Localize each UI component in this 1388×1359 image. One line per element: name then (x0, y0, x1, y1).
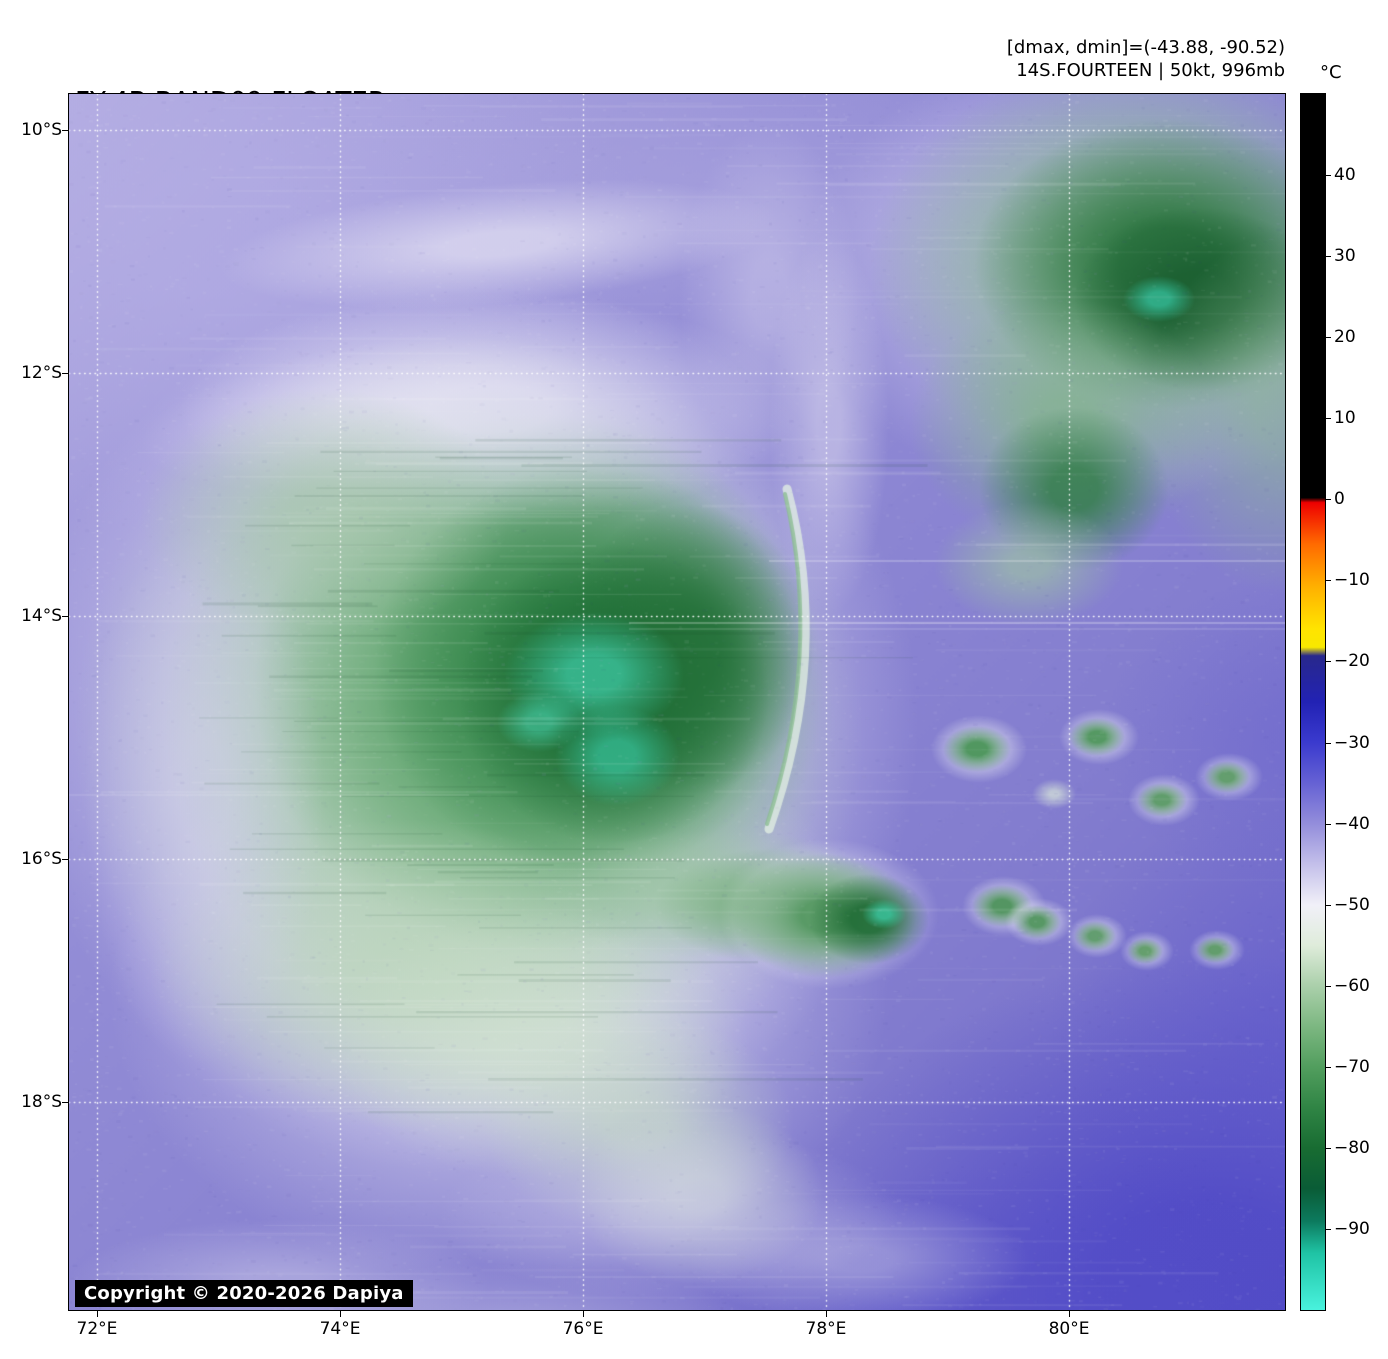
lon-tickmark (340, 1311, 342, 1317)
colorbar-tickmark (1326, 985, 1331, 987)
colorbar-tickmark (1326, 742, 1331, 744)
colorbar-unit-label: °C (1320, 62, 1342, 83)
lon-tick-label: 80°E (1048, 1319, 1090, 1339)
lon-tickmark (825, 1311, 827, 1317)
colorbar-tick-label: −80 (1334, 1137, 1370, 1158)
colorbar-gradient (1301, 94, 1325, 1310)
satellite-imagery-canvas (69, 94, 1285, 1310)
lat-tick-label: 16°S (21, 848, 62, 869)
lat-tick-label: 10°S (21, 119, 62, 140)
lat-tickmark (62, 616, 68, 618)
storm-info: 14S.FOURTEEN | 50kt, 996mb (1016, 60, 1285, 81)
colorbar-tick-label: −20 (1334, 651, 1370, 672)
colorbar-tick-label: 0 (1334, 489, 1345, 510)
colorbar-tickmark (1326, 256, 1331, 258)
colorbar-tick-label: −70 (1334, 1056, 1370, 1077)
colorbar-tickmark (1326, 337, 1331, 339)
colorbar (1300, 93, 1326, 1311)
colorbar-tick-label: 40 (1334, 165, 1356, 186)
info-block: [dmax, dmin]=(-43.88, -90.52) 14S.FOURTE… (1007, 36, 1285, 82)
lon-tick-label: 74°E (319, 1319, 361, 1339)
lat-tick-label: 12°S (21, 362, 62, 383)
colorbar-tickmark (1326, 1147, 1331, 1149)
lat-tickmark (62, 129, 68, 131)
satellite-map: Copyright © 2020-2026 Dapiya (68, 93, 1286, 1311)
colorbar-tickmark (1326, 418, 1331, 420)
lat-tickmark (62, 858, 68, 860)
lon-tick-label: 76°E (562, 1319, 604, 1339)
colorbar-tick-label: −40 (1334, 813, 1370, 834)
lat-tickmark (62, 372, 68, 374)
colorbar-tickmark (1326, 580, 1331, 582)
colorbar-tick-label: −50 (1334, 894, 1370, 915)
colorbar-tick-label: −10 (1334, 570, 1370, 591)
dmax-dmin-readout: [dmax, dmin]=(-43.88, -90.52) (1006, 37, 1285, 58)
lon-tickmark (96, 1311, 98, 1317)
colorbar-tick-label: −60 (1334, 975, 1370, 996)
colorbar-tickmark (1326, 499, 1331, 501)
colorbar-tickmark (1326, 823, 1331, 825)
colorbar-tick-label: 30 (1334, 246, 1356, 267)
lat-tick-label: 18°S (21, 1091, 62, 1112)
colorbar-tickmark (1326, 904, 1331, 906)
colorbar-tickmark (1326, 1066, 1331, 1068)
copyright-badge: Copyright © 2020-2026 Dapiya (75, 1280, 413, 1307)
colorbar-tick-label: 20 (1334, 327, 1356, 348)
colorbar-tickmark (1326, 175, 1331, 177)
lat-tick-label: 14°S (21, 606, 62, 627)
colorbar-tickmark (1326, 1228, 1331, 1230)
lon-tick-label: 72°E (76, 1319, 118, 1339)
colorbar-tick-label: 10 (1334, 408, 1356, 429)
lon-tick-label: 78°E (805, 1319, 847, 1339)
colorbar-tickmark (1326, 661, 1331, 663)
colorbar-tick-label: −90 (1334, 1218, 1370, 1239)
lon-tickmark (583, 1311, 584, 1317)
lat-tickmark (62, 1101, 68, 1103)
lon-tickmark (1069, 1311, 1071, 1317)
colorbar-tick-label: −30 (1334, 732, 1370, 753)
